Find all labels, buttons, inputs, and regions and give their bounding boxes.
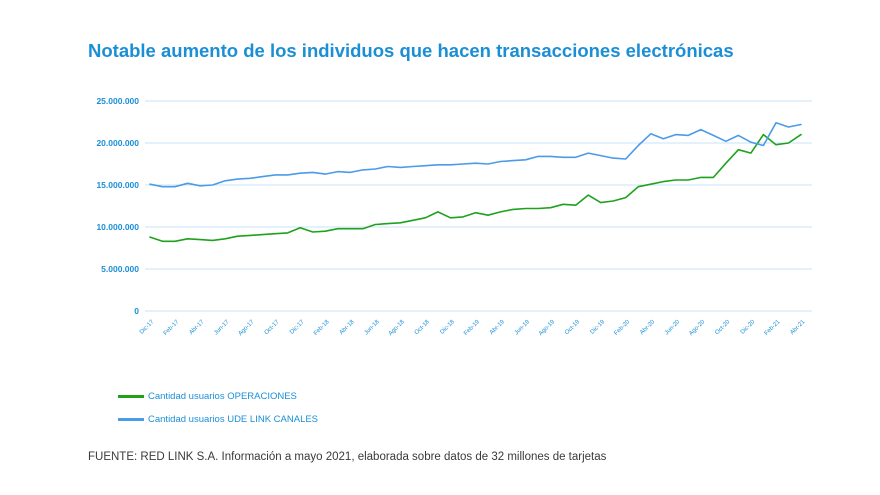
gridlines [145,100,812,312]
y-axis-tick-labels: 0 5.000.000 10.000.000 15.000.000 20.000.000… [96,96,139,316]
series-line-operaciones [149,133,802,243]
x-tick-label: Feb-18 [313,319,331,337]
y-tick-label: 20.000.000 [96,138,139,148]
x-tick-label: Abr-21 [789,319,806,336]
x-tick-label: Jun-20 [664,319,682,337]
x-tick-label: Dic-18 [439,319,456,336]
x-tick-label: Feb-20 [613,319,631,337]
legend-swatch-operaciones [118,395,144,398]
x-tick-label: Dic-17 [139,319,156,336]
x-tick-label: Abr-17 [189,319,206,336]
x-tick-label: Ago-20 [688,319,706,337]
x-tick-label: Oct-17 [264,319,281,336]
x-tick-label: Jun-18 [364,319,382,337]
x-axis-tick-labels: Dic-17 Feb-17 Abr-17 Jun-17 Ago-17 Oct-17 Dic-… [139,319,807,337]
series-lines [149,122,802,243]
legend-item-operaciones: Cantidad usuarios OPERACIONES [118,391,297,402]
y-tick-label: 15.000.000 [96,180,139,190]
y-tick-label: 0 [134,306,139,316]
x-tick-label: Ago-18 [388,319,406,337]
x-tick-label: Abr-19 [489,319,506,336]
x-tick-label: Ago-19 [538,319,556,337]
series-line-canales [149,122,802,188]
legend-label-canales: Cantidad usuarios UDE LINK CANALES [148,414,319,425]
legend-item-canales: Cantidad usuarios UDE LINK CANALES [118,414,318,425]
x-tick-label: Abr-20 [639,319,656,336]
x-tick-label: Ago-17 [238,319,256,337]
x-tick-label: Dic-17 [289,319,306,336]
y-tick-label: 10.000.000 [96,222,139,232]
y-tick-label: 25.000.000 [96,96,139,106]
legend-label-operaciones: Cantidad usuarios OPERACIONES [148,391,297,402]
x-tick-label: Oct-19 [564,319,581,336]
legend-swatch-canales [118,418,144,421]
source-note: FUENTE: RED LINK S.A. Información a mayo… [88,451,607,463]
x-tick-label: Feb-21 [764,319,782,337]
x-tick-label: Jun-17 [213,319,231,337]
x-tick-label: Abr-18 [339,319,356,336]
x-tick-label: Oct-18 [414,319,431,336]
x-tick-label: Dic-20 [740,319,757,336]
x-tick-label: Oct-20 [714,319,731,336]
x-tick-label: Jun-19 [514,319,532,337]
x-tick-label: Dic-19 [590,319,607,336]
x-tick-label: Feb-17 [163,319,181,337]
x-tick-label: Feb-19 [463,319,481,337]
chart-title: Notable aumento de los individuos que ha… [88,40,734,61]
y-tick-label: 5.000.000 [101,264,139,274]
